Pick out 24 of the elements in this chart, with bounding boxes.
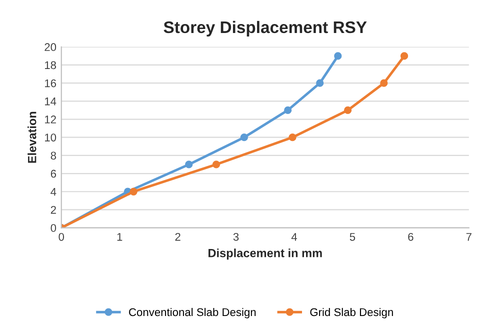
x-tick-label: 1 (117, 233, 122, 241)
y-tick-label: 10 (45, 134, 56, 142)
y-tick-label: 0 (50, 224, 56, 232)
y-tick-label: 18 (45, 61, 56, 70)
y-tick-label: 16 (45, 79, 56, 88)
y-tick-label: 8 (50, 152, 56, 160)
x-axis-title: Displacement in mm (208, 248, 322, 260)
legend-label: Grid Slab Design (310, 308, 393, 318)
x-tick-label: 3 (233, 232, 239, 241)
chart-title: Storey Displacement RSY (164, 20, 367, 36)
legend-label: Conventional Slab Design (129, 308, 256, 318)
y-tick-label: 12 (45, 116, 56, 124)
x-tick-label: 5 (350, 233, 356, 241)
x-tick-label: 6 (408, 232, 414, 241)
x-tick-label: 7 (466, 233, 472, 241)
y-tick-label: 20 (44, 43, 56, 52)
y-tick-label: 2 (50, 206, 56, 214)
y-tick-label: 14 (45, 98, 56, 106)
y-axis-title: Elevation (28, 112, 36, 163)
x-tick-label: 4 (291, 233, 298, 241)
x-tick-label: 2 (175, 232, 180, 241)
y-tick-label: 4 (50, 188, 56, 196)
y-tick-label: 6 (50, 170, 56, 178)
x-tick-label: 0 (58, 232, 64, 241)
